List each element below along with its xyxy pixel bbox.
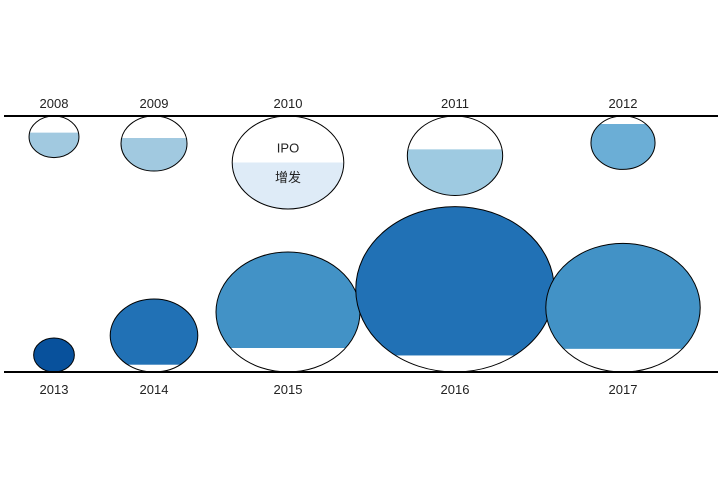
bubble-2013	[33, 337, 75, 373]
bubble-fill	[120, 138, 188, 172]
bubble-2015	[215, 251, 361, 373]
bubble-2010	[231, 115, 345, 210]
year-label: 2016	[441, 382, 470, 397]
year-label: 2015	[274, 382, 303, 397]
year-label: 2011	[441, 96, 469, 111]
bubble-fill	[216, 252, 360, 348]
bubble-fill	[110, 299, 198, 365]
bubble-2017	[545, 242, 701, 373]
year-label: 2009	[140, 96, 169, 111]
year-label: 2012	[609, 96, 638, 111]
legend-seo-label: 增发	[275, 170, 301, 185]
bubble-2009	[120, 115, 188, 172]
bubble-fill	[33, 338, 75, 372]
year-label: 2010	[274, 96, 303, 111]
bubbles-layer	[28, 115, 701, 373]
year-label: 2013	[40, 382, 69, 397]
year-label: 2008	[40, 96, 69, 111]
bubble-fill	[355, 206, 555, 356]
legend-ipo-label: IPO	[277, 140, 299, 155]
bubble-fill	[407, 149, 503, 196]
bubble-2012	[590, 115, 656, 170]
year-label: 2014	[140, 382, 169, 397]
bubble-2016	[355, 206, 555, 373]
bubble-fill	[29, 132, 79, 158]
bubble-fill	[545, 243, 701, 349]
bubble-2008	[28, 115, 80, 159]
bubble-fill	[590, 124, 656, 170]
bubble-2011	[406, 115, 504, 196]
bubble-2014	[109, 298, 199, 373]
labels-layer: 2008 2009 2010 IPO 增发 2011 2012 2013 2014 2015 201…	[40, 96, 638, 397]
year-label: 2017	[609, 382, 638, 397]
